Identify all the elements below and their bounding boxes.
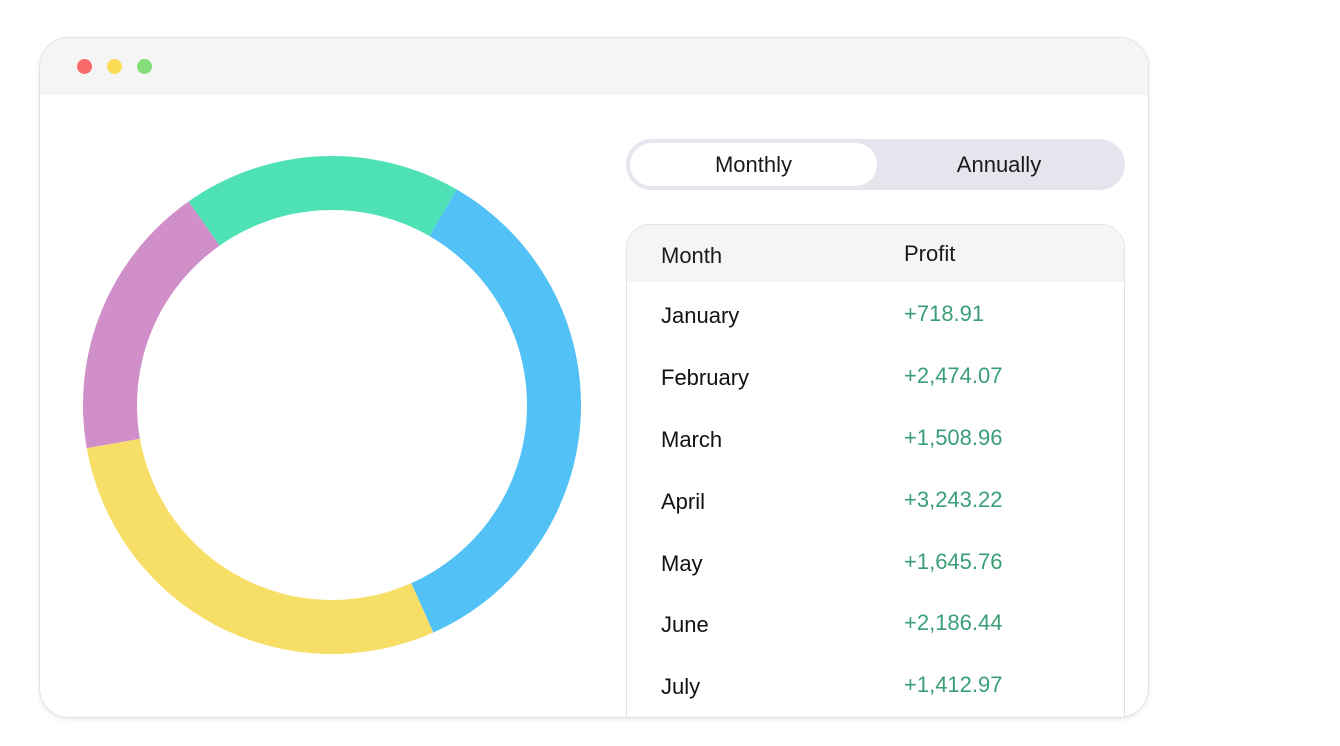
donut-slice-3 <box>82 201 220 449</box>
month-cell: May <box>661 551 703 576</box>
profit-cell: +1,412.97 <box>904 672 1003 697</box>
profit-cell: +718.91 <box>904 301 985 326</box>
month-cell: June <box>661 612 709 637</box>
profit-cell: +1,645.76 <box>904 549 1003 574</box>
donut-slice-1 <box>411 189 581 633</box>
app-window: Monthly Annually Month Profit January +7… <box>39 37 1149 718</box>
monthly-toggle-button[interactable]: Monthly <box>630 143 877 186</box>
table-header: Month Profit <box>627 225 1124 282</box>
donut-chart <box>82 155 582 655</box>
donut-chart-svg <box>82 156 581 654</box>
month-cell: April <box>661 489 706 514</box>
profit-cell: +1,508.96 <box>904 425 1003 450</box>
donut-slice-2 <box>86 438 434 654</box>
month-column-header: Month <box>661 243 723 268</box>
month-cell: January <box>661 303 740 328</box>
month-cell: March <box>661 427 723 452</box>
month-cell: February <box>661 365 750 390</box>
month-cell: July <box>661 674 701 699</box>
profit-cell: +2,186.44 <box>904 610 1003 635</box>
profit-table: Month Profit January +718.91 February +2… <box>626 224 1125 717</box>
donut-slice-4 <box>188 156 457 246</box>
profit-cell: +2,474.07 <box>904 363 1003 388</box>
close-window-button[interactable] <box>77 59 92 74</box>
maximize-window-button[interactable] <box>137 59 152 74</box>
minimize-window-button[interactable] <box>107 59 122 74</box>
annually-toggle-button[interactable]: Annually <box>956 152 1042 177</box>
period-toggle: Monthly Annually <box>626 139 1125 190</box>
title-bar <box>40 38 1148 95</box>
profit-column-header: Profit <box>904 241 956 266</box>
profit-cell: +3,243.22 <box>904 487 1003 512</box>
